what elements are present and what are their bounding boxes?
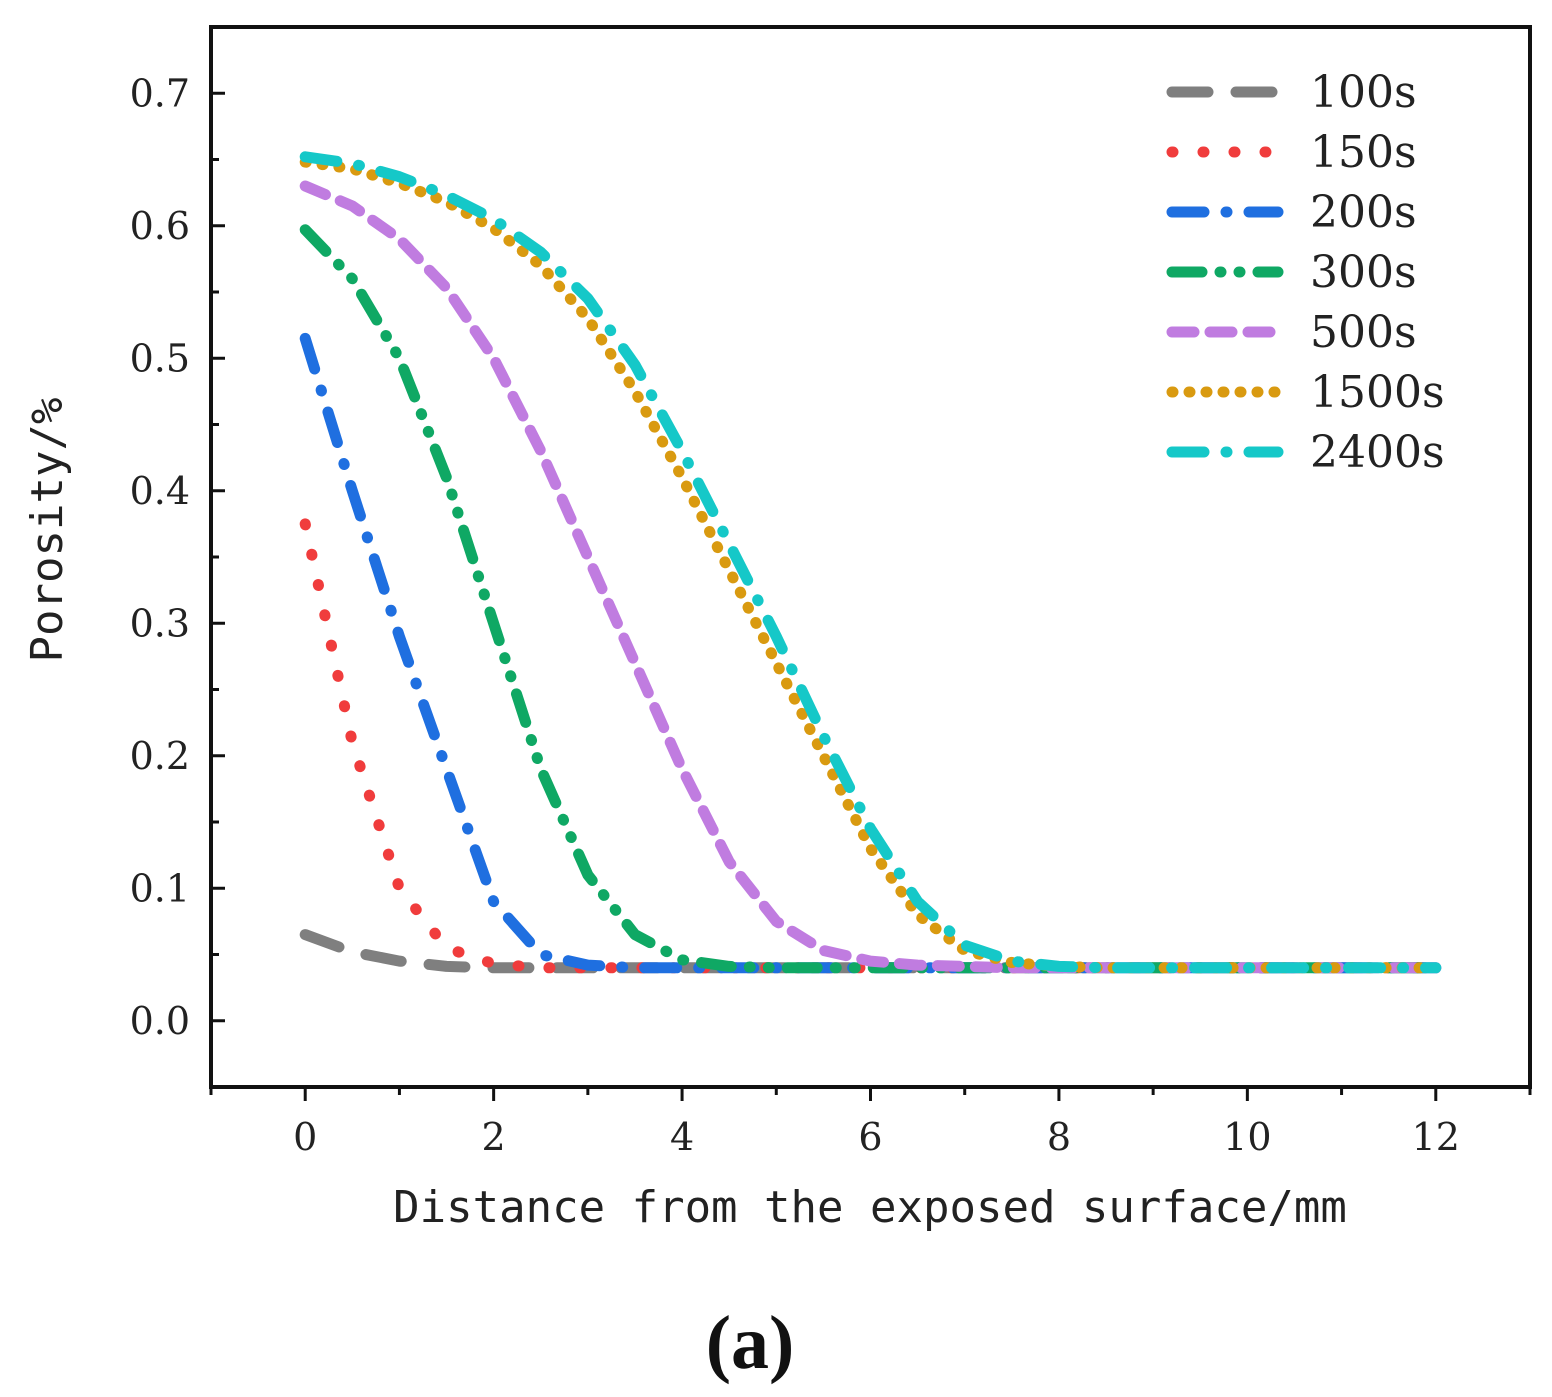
y-tick-label: 0.0 bbox=[130, 999, 190, 1043]
x-axis: 0 2 4 6 8 10 12 bbox=[209, 1087, 1532, 1159]
panel-label: (a) bbox=[706, 1301, 795, 1385]
y-tick-label: 0.6 bbox=[130, 204, 190, 248]
y-tick-label: 0.4 bbox=[130, 469, 190, 513]
series-line-200s bbox=[299, 332, 1442, 974]
series-line-100s bbox=[299, 929, 1442, 974]
series-layer bbox=[299, 151, 1442, 974]
series-line-150s bbox=[299, 518, 1442, 974]
x-tick-label: 2 bbox=[482, 1115, 506, 1159]
x-tick-label: 4 bbox=[670, 1115, 694, 1159]
y-tick-label: 0.3 bbox=[130, 601, 190, 645]
y-tick-label: 0.5 bbox=[130, 336, 190, 380]
y-axis-title: Porosity/% bbox=[22, 398, 73, 663]
x-tick-label: 6 bbox=[858, 1115, 882, 1159]
y-tick-label: 0.7 bbox=[130, 71, 190, 115]
x-tick-label: 8 bbox=[1047, 1115, 1071, 1159]
y-tick-label: 0.1 bbox=[130, 866, 190, 910]
legend-label-200s: 200s bbox=[1310, 187, 1417, 238]
legend: 100s 150s 200s 300s 500s 1500s 2400s bbox=[1166, 67, 1445, 478]
legend-label-300s: 300s bbox=[1310, 247, 1417, 298]
y-tick-label: 0.2 bbox=[130, 734, 190, 778]
x-tick-label: 12 bbox=[1412, 1115, 1460, 1159]
x-tick-label: 0 bbox=[293, 1115, 317, 1159]
x-axis-title: Distance from the exposed surface/mm bbox=[393, 1182, 1347, 1233]
legend-label-150s: 150s bbox=[1310, 127, 1417, 178]
x-tick-label: 10 bbox=[1223, 1115, 1271, 1159]
legend-label-500s: 500s bbox=[1310, 307, 1417, 358]
legend-label-100s: 100s bbox=[1310, 67, 1417, 118]
series-line-2400s bbox=[299, 151, 1442, 974]
legend-label-1500s: 1500s bbox=[1310, 367, 1445, 418]
legend-label-2400s: 2400s bbox=[1310, 427, 1445, 478]
y-axis: 0.0 0.1 0.2 0.3 0.4 0.5 0.6 0.7 bbox=[130, 25, 225, 1089]
